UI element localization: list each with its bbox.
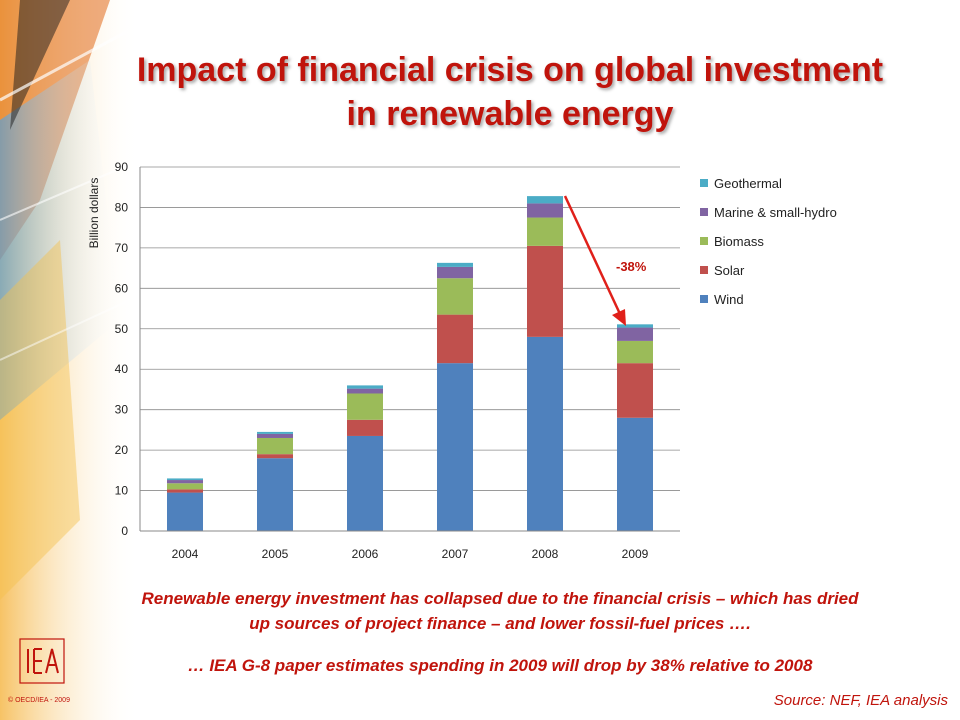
legend-swatch bbox=[700, 295, 708, 303]
bar-segment-marine-small-hydro-2008 bbox=[527, 203, 563, 218]
bar-segment-biomass-2004 bbox=[167, 483, 203, 490]
bar-segment-wind-2008 bbox=[527, 336, 563, 531]
bar-segment-wind-2007 bbox=[437, 363, 473, 531]
page-title: Impact of financial crisis on global inv… bbox=[60, 48, 960, 136]
bar-segment-biomass-2007 bbox=[437, 278, 473, 315]
legend-swatch bbox=[700, 208, 708, 216]
legend-label: Biomass bbox=[714, 234, 764, 249]
source-note: Source: NEF, IEA analysis bbox=[773, 692, 948, 709]
bar-segment-marine-small-hydro-2006 bbox=[347, 388, 383, 394]
bar-segment-marine-small-hydro-2007 bbox=[437, 266, 473, 279]
bar-segment-wind-2005 bbox=[257, 458, 293, 531]
bar-segment-geothermal-2006 bbox=[347, 385, 383, 389]
drop-arrow bbox=[563, 195, 626, 326]
bar-segment-marine-small-hydro-2004 bbox=[167, 480, 203, 484]
title-line-1: Impact of financial crisis on global inv… bbox=[136, 51, 884, 89]
y-tick-label: 80 bbox=[115, 200, 129, 214]
bar-segment-solar-2005 bbox=[257, 454, 293, 459]
bar-segment-biomass-2005 bbox=[257, 437, 293, 455]
bar-segment-solar-2007 bbox=[437, 314, 473, 364]
copyright: © OECD/IEA - 2009 bbox=[8, 697, 70, 704]
y-tick-label: 70 bbox=[115, 241, 129, 255]
note-line-2: up sources of project finance – and lowe… bbox=[249, 614, 751, 633]
x-tick-label: 2004 bbox=[172, 547, 199, 561]
bar-segment-wind-2004 bbox=[167, 492, 203, 531]
bar-segment-geothermal-2004 bbox=[167, 478, 203, 481]
x-axis-ticks: 2004 2005 2006 2007 2008 2009 bbox=[172, 547, 649, 561]
bar-segment-geothermal-2008 bbox=[527, 196, 563, 204]
bar-segment-biomass-2008 bbox=[527, 217, 563, 246]
title-line-2: in renewable energy bbox=[346, 95, 674, 133]
y-tick-label: 0 bbox=[121, 524, 128, 538]
bar-segment-marine-small-hydro-2009 bbox=[617, 327, 653, 341]
bar-segment-geothermal-2009 bbox=[617, 324, 653, 328]
bar-segment-biomass-2009 bbox=[617, 340, 653, 364]
bar-segment-biomass-2006 bbox=[347, 393, 383, 420]
y-tick-label: 20 bbox=[115, 443, 129, 457]
note-line-1: Renewable energy investment has collapse… bbox=[141, 589, 859, 608]
x-tick-label: 2009 bbox=[622, 547, 649, 561]
y-tick-label: 30 bbox=[115, 403, 129, 417]
note-line-3: … IEA G-8 paper estimates spending in 20… bbox=[187, 656, 813, 675]
gridlines bbox=[140, 166, 680, 532]
legend-swatch bbox=[700, 179, 708, 187]
legend: Geothermal Marine & small-hydro Biomass Sol… bbox=[700, 176, 837, 307]
iea-logo bbox=[19, 638, 65, 684]
legend-swatch bbox=[700, 237, 708, 245]
legend-label: Marine & small-hydro bbox=[714, 205, 837, 220]
x-tick-label: 2008 bbox=[532, 547, 559, 561]
y-tick-label: 40 bbox=[115, 362, 129, 376]
bar-segment-wind-2009 bbox=[617, 417, 653, 531]
y-axis-ticks: 0 10 20 30 40 50 60 70 80 90 bbox=[115, 160, 129, 538]
legend-label: Solar bbox=[714, 263, 745, 278]
bar-segment-solar-2006 bbox=[347, 419, 383, 436]
legend-label: Geothermal bbox=[714, 176, 782, 191]
x-tick-label: 2006 bbox=[352, 547, 379, 561]
bar-segment-geothermal-2005 bbox=[257, 431, 293, 434]
bar-segment-geothermal-2007 bbox=[437, 262, 473, 267]
y-axis-label: Billion dollars bbox=[87, 178, 101, 249]
bar-segment-marine-small-hydro-2005 bbox=[257, 433, 293, 438]
bar-segment-solar-2008 bbox=[527, 245, 563, 337]
drop-annotation: -38% bbox=[616, 259, 647, 274]
bar-segment-solar-2009 bbox=[617, 363, 653, 418]
y-tick-label: 50 bbox=[115, 322, 129, 336]
bars bbox=[167, 196, 653, 531]
y-tick-label: 10 bbox=[115, 484, 129, 498]
legend-label: Wind bbox=[714, 292, 744, 307]
bar-segment-solar-2004 bbox=[167, 489, 203, 493]
x-tick-label: 2007 bbox=[442, 547, 469, 561]
stacked-bar-chart: 0 10 20 30 40 50 60 70 80 90 Billion dollars 2004… bbox=[87, 160, 837, 561]
x-tick-label: 2005 bbox=[262, 547, 289, 561]
y-tick-label: 60 bbox=[115, 281, 129, 295]
bar-segment-wind-2006 bbox=[347, 435, 383, 531]
y-tick-label: 90 bbox=[115, 160, 129, 174]
legend-swatch bbox=[700, 266, 708, 274]
